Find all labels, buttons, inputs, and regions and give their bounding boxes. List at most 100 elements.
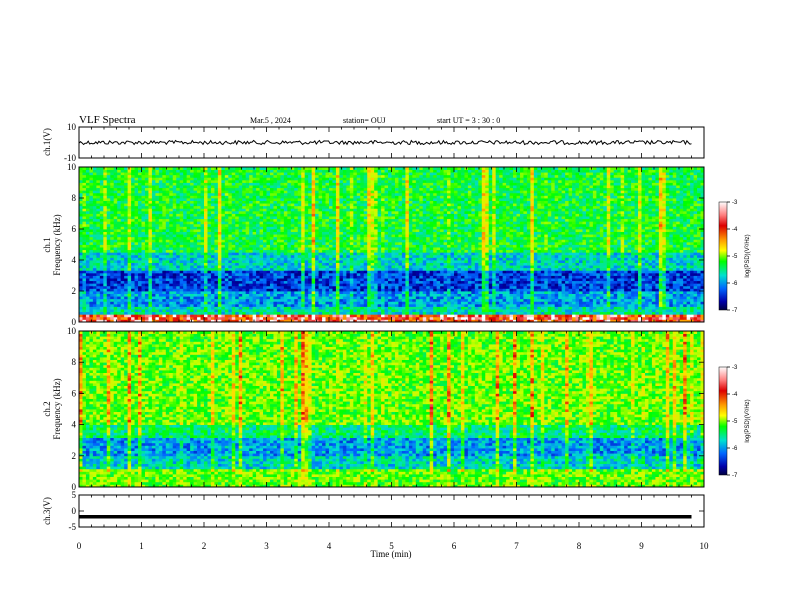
spectrogram-cell bbox=[238, 309, 243, 313]
spectrogram-cell bbox=[530, 301, 535, 305]
spectrogram-cell bbox=[599, 270, 604, 274]
spectrogram-cell bbox=[89, 301, 94, 305]
spectrogram-cell bbox=[190, 319, 194, 323]
spectrogram-cell bbox=[450, 262, 455, 266]
spectrogram-cell bbox=[641, 265, 646, 269]
spectrogram-cell bbox=[631, 283, 635, 287]
spectrogram-cell bbox=[332, 291, 337, 294]
spectrogram-cell bbox=[287, 280, 292, 284]
spectrogram-cell bbox=[207, 288, 212, 292]
spectrogram-cell bbox=[568, 265, 573, 269]
spectrogram-cell bbox=[165, 262, 170, 266]
spectrogram-cell bbox=[349, 283, 354, 287]
spectrogram-cell bbox=[599, 275, 604, 279]
spectrogram-cell bbox=[398, 252, 403, 256]
spectrogram-cell bbox=[579, 314, 583, 318]
spectrogram-cell bbox=[82, 262, 87, 266]
spectrogram-cell bbox=[620, 291, 625, 294]
spectrogram-cell bbox=[558, 283, 563, 287]
spectrogram-cell bbox=[79, 316, 83, 320]
spectrogram-cell bbox=[200, 316, 205, 320]
spectrogram-cell bbox=[127, 254, 132, 258]
spectrogram-cell bbox=[151, 280, 156, 284]
spectrogram-cell bbox=[693, 275, 698, 279]
spectrogram-cell bbox=[151, 303, 156, 307]
spectrogram-cell bbox=[342, 280, 347, 284]
spectrogram-cell bbox=[405, 306, 410, 310]
spectrogram-cell bbox=[245, 280, 250, 284]
spectrogram-cell bbox=[301, 254, 306, 258]
spectrogram-cell bbox=[127, 272, 132, 276]
spectrogram-cell bbox=[651, 278, 656, 282]
spectrogram-cell bbox=[315, 303, 319, 307]
spectrogram-cell bbox=[228, 296, 233, 300]
spectrogram-cell bbox=[537, 265, 542, 269]
spectrogram-cell bbox=[308, 267, 313, 271]
spectrogram-cell bbox=[224, 254, 229, 258]
spectrogram-cell bbox=[568, 257, 573, 261]
spectrogram-cell bbox=[356, 275, 361, 279]
spectrogram-cell bbox=[686, 272, 691, 276]
spectrogram-cell bbox=[464, 296, 469, 300]
spectrogram-cell bbox=[467, 257, 472, 261]
spectrogram-cell bbox=[342, 260, 347, 263]
spectrogram-cell bbox=[509, 306, 514, 310]
spectrogram-cell bbox=[294, 309, 299, 313]
spectrogram-cell bbox=[676, 262, 681, 266]
spectrogram-cell bbox=[363, 252, 368, 256]
spectrogram-cell bbox=[193, 278, 198, 282]
spectrogram-cell bbox=[200, 254, 205, 258]
spectrogram-cell bbox=[113, 314, 118, 318]
spectrogram-cell bbox=[610, 291, 615, 294]
spectrogram-cell bbox=[245, 275, 250, 279]
spectrogram-cell bbox=[235, 262, 240, 266]
spectrogram-cell bbox=[263, 280, 267, 284]
spectrogram-cell bbox=[440, 270, 444, 274]
spectrogram-cell bbox=[346, 291, 351, 294]
spectrogram-cell bbox=[631, 301, 635, 305]
spectrogram-cell bbox=[297, 291, 302, 294]
spectrogram-cell bbox=[506, 285, 510, 289]
spectrogram-cell bbox=[269, 278, 274, 282]
spectrogram-cell bbox=[242, 291, 247, 294]
spectrogram-cell bbox=[551, 316, 556, 320]
spectrogram-cell bbox=[381, 280, 385, 284]
spectrogram-cell bbox=[197, 319, 201, 323]
spectrogram-cell bbox=[631, 319, 635, 323]
spectrogram-cell bbox=[499, 291, 504, 294]
spectrogram-cell bbox=[697, 291, 701, 294]
spectrogram-cell bbox=[638, 267, 642, 271]
spectrogram-cell bbox=[322, 270, 326, 274]
spectrogram-cell bbox=[106, 288, 111, 292]
spectrogram-cell bbox=[283, 293, 288, 297]
spectrogram-cell bbox=[204, 303, 208, 307]
spectrogram-cell bbox=[540, 267, 545, 271]
spectrogram-cell bbox=[506, 301, 510, 305]
spectrogram-cell bbox=[259, 309, 264, 313]
spectrogram-cell bbox=[322, 288, 326, 292]
spectrogram-cell bbox=[648, 306, 653, 310]
spectrogram-cell bbox=[551, 288, 556, 292]
spectrogram-cell bbox=[641, 283, 646, 287]
spectrogram-cell bbox=[113, 270, 118, 274]
spectrogram-cell bbox=[457, 319, 462, 323]
spectrogram-cell bbox=[144, 280, 149, 284]
spectrogram-cell bbox=[506, 260, 510, 263]
spectrogram-cell bbox=[436, 278, 441, 282]
spectrogram-cell bbox=[454, 275, 458, 279]
spectrogram-cell bbox=[457, 291, 462, 294]
spectrogram-cell bbox=[106, 254, 111, 258]
spectrogram-cell bbox=[551, 254, 556, 258]
spectrogram-cell bbox=[89, 249, 94, 253]
spectrogram-cell bbox=[224, 280, 229, 284]
spectrogram-cell bbox=[367, 303, 372, 307]
spectrogram-cell bbox=[596, 285, 601, 289]
spectrogram-cell bbox=[92, 278, 97, 282]
spectrogram-cell bbox=[311, 252, 316, 256]
spectrogram-cell bbox=[686, 260, 691, 263]
spectrogram-cell bbox=[238, 288, 243, 292]
spectrogram-cell bbox=[96, 257, 101, 261]
spectrogram-cell bbox=[526, 270, 531, 274]
spectrogram-cell bbox=[585, 319, 590, 323]
spectrogram-cell bbox=[197, 306, 201, 310]
